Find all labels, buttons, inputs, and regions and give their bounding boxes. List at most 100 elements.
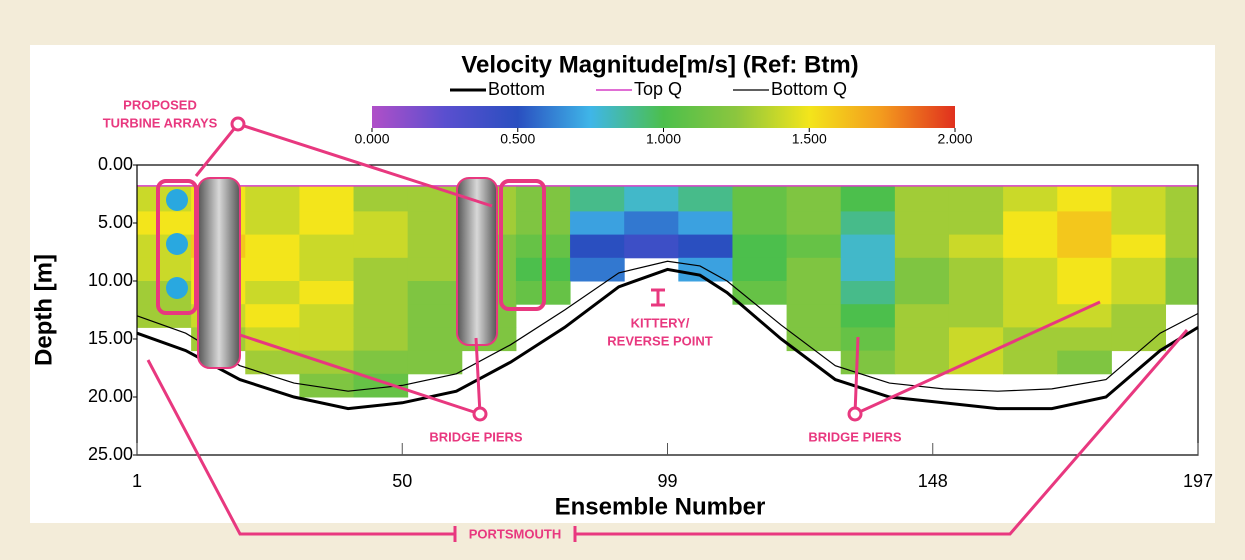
- heat-cell: [245, 234, 300, 259]
- heat-cell: [1057, 281, 1112, 305]
- arrow: [194, 122, 493, 208]
- portsmouth-bracket: [453, 526, 577, 542]
- bridge-pier: [456, 177, 498, 346]
- heat-cell: [786, 257, 842, 282]
- heat-cell: [407, 257, 463, 282]
- arrow-knob: [472, 406, 488, 422]
- heat-cell: [624, 185, 679, 212]
- heat-cell: [1057, 234, 1112, 259]
- arrow-knob: [847, 406, 863, 422]
- heat-cell: [786, 281, 842, 305]
- heat-cell: [353, 373, 409, 398]
- heat-cell: [1165, 185, 1199, 212]
- annotation: PROPOSED: [123, 97, 197, 112]
- arrow: [239, 333, 482, 416]
- heat-cell: [353, 350, 409, 375]
- heat-cell: [1003, 234, 1058, 259]
- heat-cell: [1111, 281, 1167, 305]
- heat-cell: [1057, 211, 1112, 236]
- turbine-array: [156, 179, 198, 315]
- heat-cell: [1003, 327, 1058, 352]
- heat-cell: [299, 327, 355, 352]
- heat-cell: [1111, 234, 1167, 259]
- heat-cell: [840, 257, 896, 282]
- heat-cell: [353, 211, 409, 236]
- annotation: PORTSMOUTH: [469, 526, 561, 541]
- heat-cell: [1165, 257, 1199, 282]
- annotation: BRIDGE PIERS: [808, 429, 902, 444]
- heat-cell: [353, 327, 409, 352]
- heat-cell: [948, 304, 1004, 328]
- annotation: KITTERY/: [631, 315, 690, 330]
- heat-cell: [1057, 257, 1112, 282]
- annotation: BRIDGE PIERS: [429, 429, 523, 444]
- heat-cell: [948, 257, 1004, 282]
- heat-cell: [407, 350, 463, 375]
- x-tick-label: 99: [657, 471, 677, 491]
- heat-cell: [732, 211, 788, 236]
- turbine-array: [499, 179, 546, 311]
- heat-cell: [1111, 304, 1167, 328]
- colorbar-tick-label: 0.000: [354, 131, 389, 147]
- heat-cell: [786, 327, 842, 352]
- x-tick-label: 197: [1183, 471, 1213, 491]
- chart-title: Velocity Magnitude[m/s] (Ref: Btm): [461, 51, 858, 78]
- colorbar: [372, 106, 955, 128]
- heat-cell: [840, 185, 896, 212]
- heat-cell: [948, 281, 1004, 305]
- heat-cell: [570, 211, 625, 236]
- heat-cell: [570, 234, 625, 259]
- heat-cell: [678, 234, 733, 259]
- colorbar-tick-label: 1.000: [646, 131, 681, 147]
- heat-cell: [245, 281, 300, 305]
- heat-cell: [299, 257, 355, 282]
- heat-cell: [1003, 281, 1058, 305]
- colorbar-tick-label: 2.000: [937, 131, 972, 147]
- annotation: REVERSE POINT: [607, 333, 713, 348]
- heat-cell: [137, 304, 192, 328]
- heat-cell: [732, 185, 788, 212]
- heat-cell: [732, 257, 788, 282]
- heat-cell: [137, 257, 192, 282]
- y-axis-title: Depth [m]: [30, 254, 57, 366]
- legend-label: Top Q: [634, 79, 682, 99]
- heat-cell: [1003, 185, 1058, 212]
- heat-cell: [1057, 350, 1112, 375]
- heat-cell: [894, 211, 950, 236]
- heat-cell: [1111, 327, 1167, 352]
- heat-cell: [353, 304, 409, 328]
- heat-cell: [1003, 350, 1058, 375]
- heat-cell: [353, 281, 409, 305]
- annotation-arrows: [146, 116, 1189, 542]
- heat-cell: [1057, 304, 1112, 328]
- heat-cell: [1057, 327, 1112, 352]
- heat-cell: [1111, 185, 1167, 212]
- x-tick-label: 148: [918, 471, 948, 491]
- heat-cell: [948, 327, 1004, 352]
- heat-cell: [840, 350, 896, 375]
- heat-cell: [1111, 257, 1167, 282]
- heat-cell: [894, 185, 950, 212]
- heat-cell: [1003, 304, 1058, 328]
- arrow: [146, 329, 1189, 536]
- legend-label: Bottom Q: [771, 79, 847, 99]
- heat-cell: [948, 211, 1004, 236]
- heat-cell: [894, 281, 950, 305]
- heat-cell: [353, 234, 409, 259]
- heat-cell: [299, 304, 355, 328]
- heat-cell: [894, 257, 950, 282]
- heat-cell: [245, 211, 300, 236]
- bridge-pier: [197, 177, 241, 369]
- heat-cell: [786, 211, 842, 236]
- heat-cell: [299, 281, 355, 305]
- y-tick-label: 5.00: [98, 212, 133, 232]
- heat-cell: [840, 211, 896, 236]
- y-tick-label: 10.00: [88, 270, 133, 290]
- kittery-marker: [651, 288, 665, 307]
- heat-cell: [407, 327, 463, 352]
- heat-cell: [407, 211, 463, 236]
- heat-cell: [353, 185, 409, 212]
- heat-cell: [245, 257, 300, 282]
- heat-cell: [732, 281, 788, 305]
